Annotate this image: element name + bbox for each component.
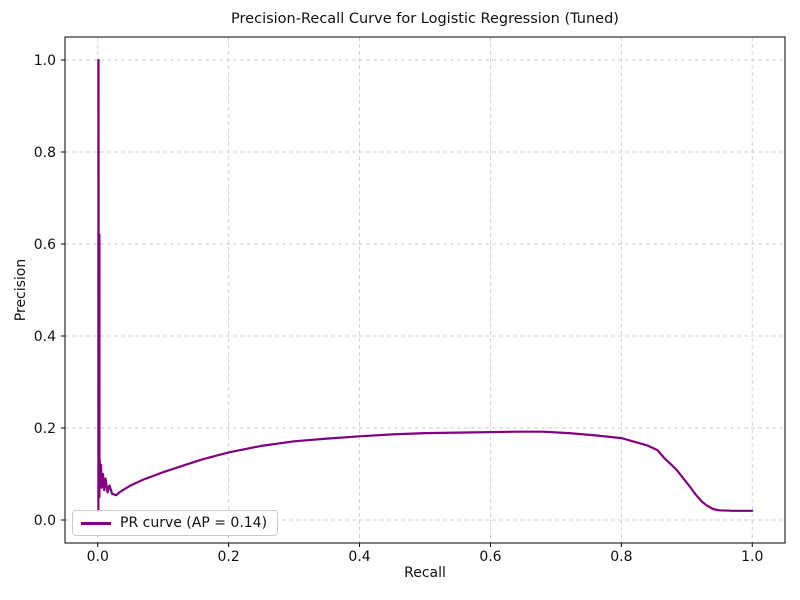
y-tick-label: 0.4 — [34, 329, 56, 345]
x-tick-label: 0.8 — [610, 549, 632, 565]
y-tick-label: 0.8 — [34, 145, 56, 161]
legend-label: PR curve (AP = 0.14) — [120, 515, 268, 531]
x-tick-label: 1.0 — [741, 549, 763, 565]
y-tick-label: 0.0 — [34, 513, 56, 529]
x-tick-label: 0.6 — [479, 549, 501, 565]
y-tick-label: 0.6 — [34, 237, 56, 253]
y-tick-label: 0.2 — [34, 421, 56, 437]
x-tick-label: 0.0 — [87, 549, 109, 565]
pr-curve-line — [97, 58, 754, 512]
plot-frame — [64, 36, 786, 544]
x-axis-label: Recall — [404, 565, 446, 581]
legend-line-sample — [81, 521, 111, 525]
chart-title: Precision-Recall Curve for Logistic Regr… — [231, 11, 619, 27]
legend: PR curve (AP = 0.14) — [72, 510, 279, 536]
y-tick-label: 1.0 — [34, 53, 56, 69]
x-tick-label: 0.2 — [218, 549, 240, 565]
x-tick-label: 0.4 — [348, 549, 370, 565]
